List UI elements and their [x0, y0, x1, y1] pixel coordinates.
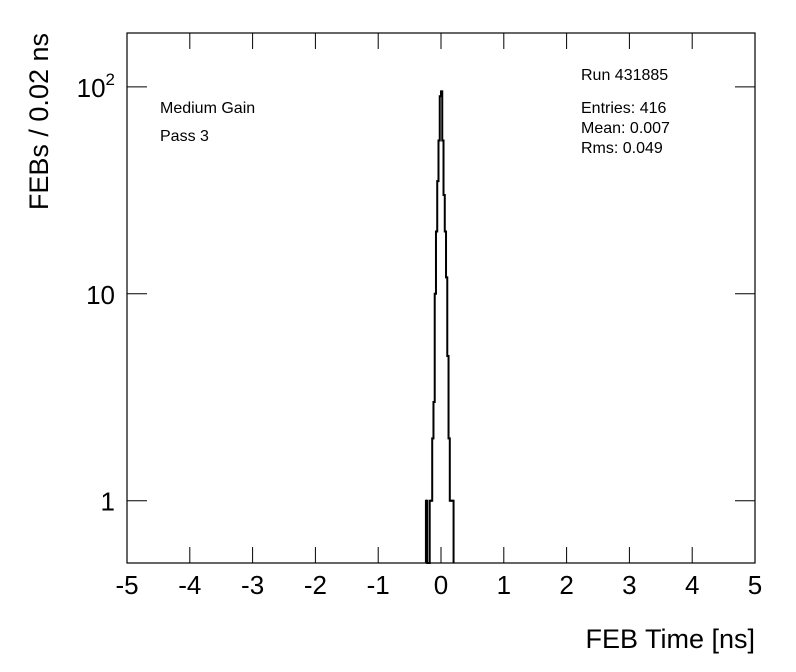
x-tick-label: -1	[367, 570, 390, 600]
x-axis-title: FEB Time [ns]	[585, 624, 755, 654]
stats-entries: Entries: 416	[581, 100, 666, 117]
histogram-outline	[424, 90, 455, 564]
x-tick-label: 3	[622, 570, 636, 600]
y-axis-title: FEBs / 0.02 ns	[24, 33, 54, 210]
x-tick-label: -2	[304, 570, 327, 600]
x-tick-label: -4	[178, 570, 201, 600]
y-tick-exponent: 2	[106, 70, 115, 89]
y-tick-label: 1	[101, 487, 115, 517]
stats-rms: Rms: 0.049	[581, 140, 663, 157]
x-tick-label: -3	[241, 570, 264, 600]
stats-mean: Mean: 0.007	[581, 120, 670, 137]
y-tick-label: 102	[77, 70, 115, 103]
x-tick-label: 4	[685, 570, 699, 600]
annotation: Pass 3	[160, 128, 209, 145]
x-tick-label: 1	[497, 570, 511, 600]
x-tick-label: -5	[115, 570, 138, 600]
x-tick-label: 0	[434, 570, 448, 600]
y-tick-base: 10	[77, 73, 106, 103]
x-tick-label: 5	[748, 570, 762, 600]
x-tick-label: 2	[559, 570, 573, 600]
stats-run: Run 431885	[581, 67, 668, 84]
annotation: Medium Gain	[160, 100, 255, 117]
y-tick-label: 10	[86, 280, 115, 310]
